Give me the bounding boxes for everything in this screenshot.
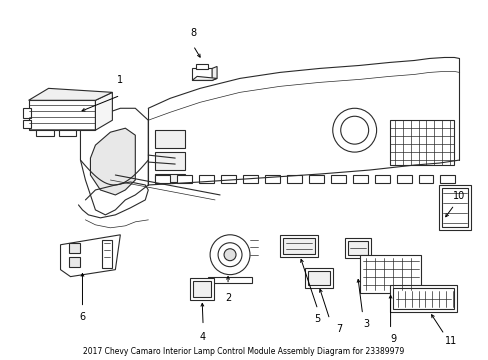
Bar [155, 174, 185, 182]
Polygon shape [29, 100, 95, 130]
Circle shape [210, 235, 249, 275]
Text: 2: 2 [224, 293, 231, 302]
Text: 11: 11 [445, 336, 457, 346]
Circle shape [224, 249, 236, 261]
Bar [102, 240, 112, 268]
Bar [307, 271, 329, 285]
Bar [155, 152, 185, 170]
Bar [155, 175, 170, 183]
Bar [68, 243, 81, 253]
Text: 4: 4 [200, 332, 206, 342]
Polygon shape [192, 76, 217, 80]
Bar [155, 130, 185, 148]
Bar [440, 175, 454, 183]
Bar [359, 255, 421, 293]
Polygon shape [212, 67, 217, 80]
Circle shape [340, 116, 368, 144]
Bar [22, 108, 31, 118]
Bar [352, 175, 367, 183]
Bar [221, 175, 236, 183]
Circle shape [218, 243, 242, 267]
Bar [68, 257, 81, 267]
Text: 9: 9 [390, 334, 396, 345]
Bar [344, 238, 370, 258]
Bar [177, 175, 192, 183]
Bar [304, 268, 332, 288]
Bar [36, 130, 53, 136]
Bar [308, 175, 323, 183]
Bar [59, 130, 76, 136]
Bar [193, 280, 211, 297]
Bar [279, 235, 317, 257]
Text: 2017 Chevy Camaro Interior Lamp Control Module Assembly Diagram for 23389979: 2017 Chevy Camaro Interior Lamp Control … [83, 347, 404, 356]
Bar [199, 175, 214, 183]
Polygon shape [208, 276, 251, 283]
Bar [243, 175, 258, 183]
Bar [347, 241, 367, 255]
Polygon shape [90, 128, 135, 195]
Text: 6: 6 [79, 312, 85, 323]
Bar [389, 285, 456, 312]
Bar [374, 175, 389, 183]
Bar [396, 175, 411, 183]
Polygon shape [29, 88, 112, 100]
Text: 1: 1 [117, 75, 123, 85]
Bar [22, 120, 31, 128]
Text: 10: 10 [452, 191, 465, 201]
Text: 5: 5 [314, 314, 320, 324]
Bar [330, 175, 345, 183]
Polygon shape [192, 68, 212, 80]
Circle shape [332, 108, 376, 152]
Text: 7: 7 [336, 324, 342, 334]
Bar [190, 278, 214, 300]
Bar [392, 288, 453, 310]
Bar [283, 238, 314, 254]
Bar [439, 185, 470, 230]
Text: 8: 8 [190, 28, 196, 37]
Polygon shape [61, 235, 120, 276]
Bar [442, 188, 468, 227]
Polygon shape [81, 108, 148, 215]
Bar [264, 175, 279, 183]
Polygon shape [95, 92, 112, 130]
Text: 3: 3 [363, 319, 369, 329]
Bar [389, 120, 453, 165]
Bar [286, 175, 301, 183]
Bar [418, 175, 432, 183]
Bar [196, 64, 208, 69]
